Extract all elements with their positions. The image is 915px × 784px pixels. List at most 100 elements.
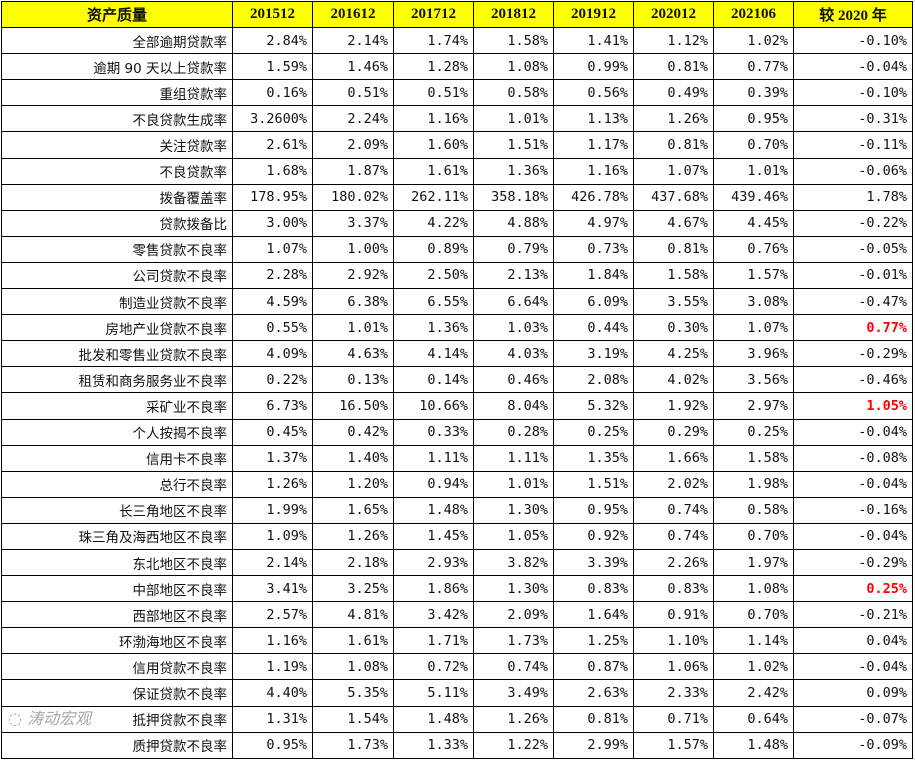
- row-label: 制造业贷款不良率: [1, 288, 233, 316]
- table-cell: 0.83%: [633, 575, 714, 603]
- cell-value: 178.95%: [250, 189, 307, 206]
- table-cell: 1.05%: [473, 522, 554, 550]
- cell-value: 0.81%: [587, 711, 628, 728]
- cell-value: 0.33%: [427, 424, 468, 441]
- table-row: 拨备覆盖率 178.95% 180.02% 262.11% 358.18% 426.78%…: [1, 183, 913, 211]
- table-row: 全部逾期贷款率 2.84% 2.14% 1.74% 1.58% 1.41% 1.12% 1.0…: [1, 27, 913, 55]
- table-cell: 1.58%: [473, 27, 554, 55]
- row-label: 总行不良率: [1, 470, 233, 498]
- cell-value: 1.33%: [427, 737, 468, 754]
- cell-value: 1.57%: [667, 737, 708, 754]
- table-cell: -0.46%: [793, 366, 913, 394]
- cell-value: 1.36%: [507, 163, 548, 180]
- table-cell: 1.61%: [312, 627, 394, 655]
- table-cell: 1.16%: [393, 105, 474, 133]
- cell-value: 1.51%: [507, 137, 548, 154]
- cell-value: 3.37%: [347, 215, 388, 232]
- table-cell: 1.51%: [473, 131, 554, 159]
- cell-value: 1.20%: [347, 476, 388, 493]
- table-cell: 3.00%: [232, 209, 313, 237]
- table-cell: 426.78%: [553, 183, 634, 211]
- cell-value: 358.18%: [491, 189, 548, 206]
- cell-value: 0.55%: [266, 319, 307, 336]
- table-cell: 1.61%: [393, 157, 474, 185]
- row-label: 逾期 90 天以上贷款率: [1, 53, 233, 81]
- table-cell: 2.26%: [633, 548, 714, 577]
- row-label-text: 信用贷款不良率: [132, 660, 228, 677]
- cell-value: 2.24%: [347, 110, 388, 127]
- table-row: 东北地区不良率 2.14% 2.18% 2.93% 3.82% 3.39% 2.26% 1.9…: [1, 548, 913, 577]
- cell-value: 0.95%: [587, 502, 628, 519]
- table-row: 环渤海地区不良率 1.16% 1.61% 1.71% 1.73% 1.25% 1.10% 1.…: [1, 627, 913, 655]
- cell-value: 1.19%: [266, 658, 307, 675]
- table-row: 房地产业贷款不良率 0.55% 1.01% 1.36% 1.03% 0.44% 0.30% 1…: [1, 314, 913, 342]
- table-cell: 4.25%: [633, 340, 714, 368]
- table-cell: 1.06%: [633, 653, 714, 681]
- table-cell: 1.26%: [473, 705, 554, 733]
- cell-value: 0.39%: [747, 84, 788, 101]
- table-cell: 0.79%: [473, 235, 554, 263]
- table-cell: 1.46%: [312, 53, 394, 81]
- table-cell: 2.02%: [633, 470, 714, 498]
- cell-value: 2.63%: [587, 684, 628, 701]
- table-cell: 1.60%: [393, 131, 474, 159]
- cell-value: 0.51%: [347, 84, 388, 101]
- table-cell: 2.14%: [232, 548, 313, 577]
- table-cell: 1.98%: [713, 470, 794, 498]
- table-cell: 2.42%: [713, 679, 794, 707]
- cell-value: 3.96%: [747, 345, 788, 362]
- cell-value: 2.28%: [266, 267, 307, 284]
- cell-value: -0.29%: [858, 345, 907, 362]
- cell-value: 1.13%: [587, 110, 628, 127]
- cell-value: 0.13%: [347, 371, 388, 388]
- table-cell: 0.04%: [793, 627, 913, 655]
- row-label: 保证贷款不良率: [1, 679, 233, 707]
- table-cell: 1.01%: [473, 470, 554, 498]
- table-row: 不良贷款率 1.68% 1.87% 1.61% 1.36% 1.16% 1.07% 1.01%…: [1, 157, 913, 185]
- cell-value: 1.28%: [427, 58, 468, 75]
- cell-value: 1.92%: [667, 397, 708, 414]
- cell-value: 3.19%: [587, 345, 628, 362]
- table-cell: 1.92%: [633, 392, 714, 420]
- cell-value: 1.26%: [507, 711, 548, 728]
- cell-value: -0.01%: [858, 267, 907, 284]
- cell-value: 0.95%: [266, 737, 307, 754]
- table-cell: 1.16%: [232, 627, 313, 655]
- table-cell: 0.30%: [633, 314, 714, 342]
- row-label: 零售贷款不良率: [1, 235, 233, 263]
- table-cell: 4.59%: [232, 288, 313, 316]
- row-label-text: 批发和零售业贷款不良率: [78, 347, 228, 364]
- cell-value: 0.09%: [866, 684, 907, 701]
- cell-value: 0.95%: [747, 110, 788, 127]
- cell-value: 426.78%: [571, 189, 628, 206]
- table-cell: 1.48%: [713, 731, 794, 759]
- table-cell: 1.05%: [793, 392, 913, 420]
- table-cell: 3.39%: [553, 548, 634, 577]
- cell-value: 0.58%: [507, 84, 548, 101]
- cell-value: 16.50%: [339, 397, 388, 414]
- cell-value: 1.01%: [507, 476, 548, 493]
- row-label: 长三角地区不良率: [1, 496, 233, 524]
- cell-value: 1.87%: [347, 163, 388, 180]
- table-row: 中部地区不良率 3.41% 3.25% 1.86% 1.30% 0.83% 0.83% 1.0…: [1, 575, 913, 603]
- table-cell: 2.84%: [232, 27, 313, 55]
- cell-value: 1.84%: [587, 267, 628, 284]
- row-label-text: 不良贷款率: [159, 165, 228, 182]
- cell-value: -0.31%: [858, 110, 907, 127]
- cell-value: 5.32%: [587, 397, 628, 414]
- table-cell: 1.25%: [553, 627, 634, 655]
- cell-value: 1.01%: [347, 319, 388, 336]
- cell-value: 0.74%: [667, 528, 708, 545]
- cell-value: 2.84%: [266, 32, 307, 49]
- table-cell: 262.11%: [393, 183, 474, 211]
- cell-value: 6.55%: [427, 293, 468, 310]
- cell-value: 0.77%: [866, 319, 907, 336]
- cell-value: 3.55%: [667, 293, 708, 310]
- table-cell: 1.48%: [393, 705, 474, 733]
- cell-value: 0.70%: [747, 528, 788, 545]
- table-row: 西部地区不良率 2.57% 4.81% 3.42% 2.09% 1.64% 0.91% 0.7…: [1, 601, 913, 629]
- cell-value: 1.48%: [427, 711, 468, 728]
- cell-value: -0.10%: [858, 32, 907, 49]
- table-cell: 0.87%: [553, 653, 634, 681]
- table-cell: 1.35%: [553, 444, 634, 472]
